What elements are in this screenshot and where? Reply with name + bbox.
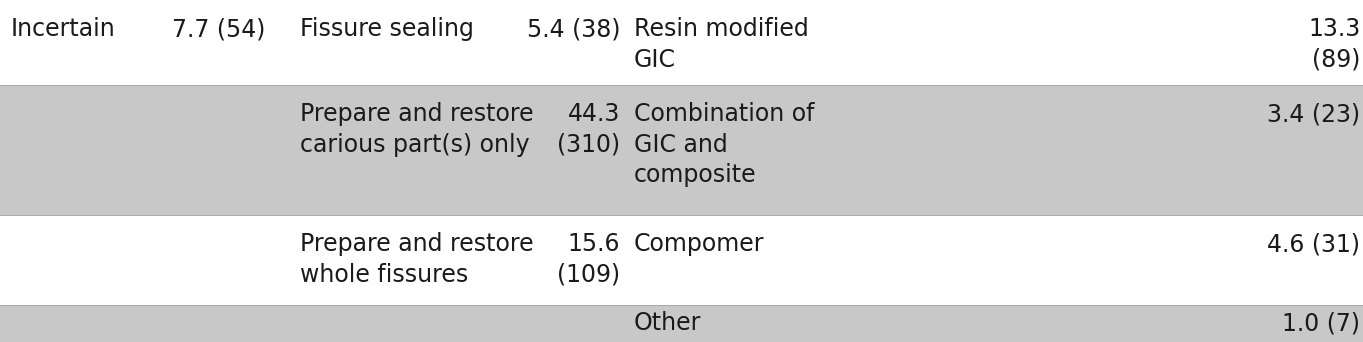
Text: 15.6
(109): 15.6 (109) bbox=[557, 232, 620, 287]
Bar bbox=[0, 305, 1363, 342]
Text: Prepare and restore
whole fissures: Prepare and restore whole fissures bbox=[300, 232, 533, 287]
Text: Compomer: Compomer bbox=[634, 232, 765, 256]
Text: 44.3
(310): 44.3 (310) bbox=[557, 102, 620, 157]
Text: 3.4 (23): 3.4 (23) bbox=[1268, 102, 1360, 126]
Bar bbox=[0, 0, 1363, 85]
Bar bbox=[0, 215, 1363, 305]
Text: Resin modified
GIC: Resin modified GIC bbox=[634, 17, 808, 72]
Text: 13.3
(89): 13.3 (89) bbox=[1308, 17, 1360, 72]
Text: Fissure sealing: Fissure sealing bbox=[300, 17, 474, 41]
Text: Other: Other bbox=[634, 312, 701, 336]
Bar bbox=[0, 85, 1363, 215]
Text: Incertain: Incertain bbox=[11, 17, 116, 41]
Text: 5.4 (38): 5.4 (38) bbox=[526, 17, 620, 41]
Text: Combination of
GIC and
composite: Combination of GIC and composite bbox=[634, 102, 814, 187]
Text: 1.0 (7): 1.0 (7) bbox=[1283, 312, 1360, 336]
Text: Prepare and restore
carious part(s) only: Prepare and restore carious part(s) only bbox=[300, 102, 533, 157]
Text: 4.6 (31): 4.6 (31) bbox=[1268, 232, 1360, 256]
Text: 7.7 (54): 7.7 (54) bbox=[172, 17, 266, 41]
